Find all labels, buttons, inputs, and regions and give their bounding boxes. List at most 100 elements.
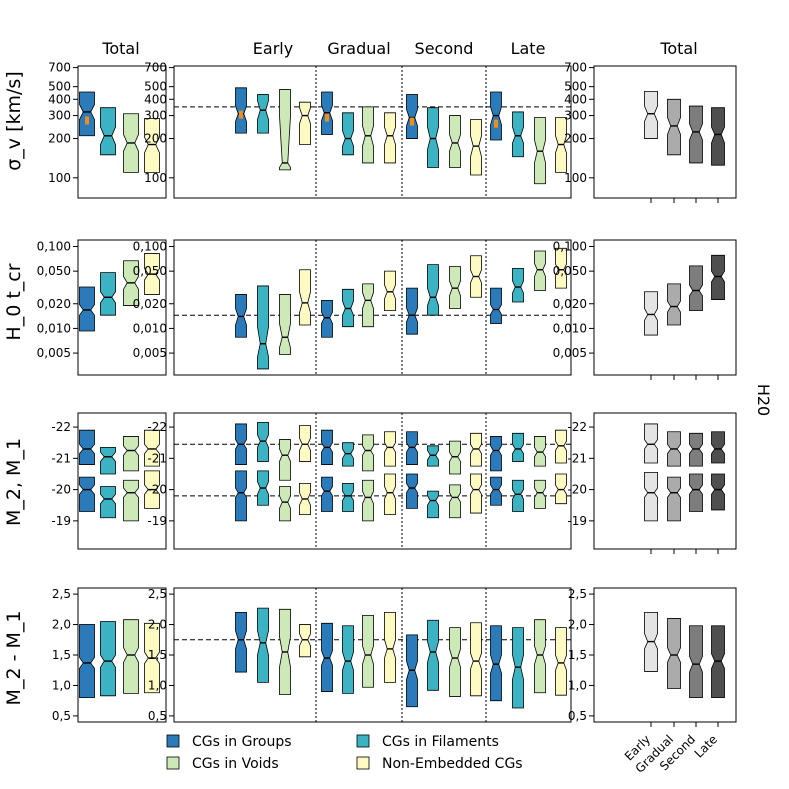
right-xticks: Early Gradual Second Late (622, 732, 720, 775)
phase3-box-3-m2 (449, 484, 461, 519)
ytick-label: -22 (147, 420, 167, 434)
ytick-label: 0,010 (553, 321, 587, 335)
side-label: H20 (754, 384, 773, 416)
ytick-label: 700 (564, 61, 587, 75)
panel-row3-right: -22 -21 -20 -19 (567, 412, 737, 554)
panel-frame (173, 587, 572, 723)
phase2-box-2-m1 (342, 442, 354, 467)
ytick-label: 500 (48, 80, 71, 94)
phase-total-box-4-m1 (711, 431, 725, 464)
row-3-panels: -22 -21 -20 -19 -22 -21 -20 -19 -22 -21 -20 -19 (51, 412, 737, 554)
phase3-box-2-m1 (427, 445, 439, 467)
phase1-box-3 (279, 294, 291, 355)
phase1-box-4 (299, 624, 311, 658)
ytick-label: 0,005 (553, 346, 587, 360)
ytick-label: -22 (567, 420, 587, 434)
total-box-3 (123, 619, 139, 694)
phase1-box-2 (257, 285, 269, 370)
phase2-box-2-m2 (342, 482, 354, 512)
ytick-label: 500 (564, 80, 587, 94)
phase-total-box-3-m2 (689, 473, 703, 512)
phase-total-box-3-m1 (689, 432, 703, 467)
ytick-label: 1,0 (148, 678, 167, 692)
ytick-label: 2,0 (52, 618, 71, 632)
legend: CGs in Groups CGs in Filaments CGs in Vo… (166, 734, 523, 772)
phase3-box-1 (406, 287, 418, 335)
panel-row2-left: 0,005 0,010 0,020 0,050 0,100 (37, 239, 167, 376)
legend-label-nonembedded: Non-Embedded CGs (382, 756, 523, 772)
phase3-box-2-m2 (427, 490, 439, 519)
row-4-panels: 0,5 1,0 1,5 2,0 2,5 0,5 1,0 1,5 2,0 2,5 0,5 1,0 1,5 2… (52, 587, 737, 727)
ytick-label: 0,5 (568, 709, 587, 723)
ytick-label: 0,100 (133, 239, 167, 253)
legend-swatch-groups (166, 734, 180, 748)
phase2-box-4 (384, 611, 396, 683)
ytick-label: 1,5 (148, 648, 167, 662)
phase-total-box-2 (667, 618, 681, 689)
phase4-box-2-m2 (512, 479, 524, 512)
total-box-4 (144, 118, 160, 173)
phase-total-box-2 (667, 98, 681, 156)
ytick-label: -19 (147, 514, 167, 528)
panels-layer: 1002003004005007001002003004005007001002… (37, 61, 737, 727)
ytick-label: -20 (147, 483, 167, 497)
phase3-box-1-mean-marker (410, 117, 414, 126)
phase-total-box-3 (689, 105, 703, 164)
legend-label-voids: CGs in Voids (192, 756, 279, 772)
phase1-box-4-m1 (299, 425, 311, 462)
phase4-box-2 (512, 268, 524, 303)
phase2-box-3 (362, 106, 374, 164)
phase2-box-2 (342, 112, 354, 156)
phase1-box-1-m2 (235, 470, 247, 522)
total-box-3-m1 (123, 436, 139, 472)
column-title-gradual: Gradual (327, 39, 390, 58)
phase-total-box-3 (689, 265, 703, 311)
phase2-box-4 (384, 112, 396, 164)
phase1-box-3-m1 (279, 439, 291, 481)
phase3-box-1 (406, 94, 418, 139)
panel-frame (173, 239, 572, 376)
legend-swatch-nonembedded (356, 756, 370, 770)
ytick-label: 1,5 (52, 648, 71, 662)
phase4-box-4-m2 (555, 473, 567, 505)
phase-total-box-2-m2 (667, 476, 681, 522)
total-box-2-m2 (100, 486, 116, 519)
phase4-box-4 (555, 247, 567, 289)
ytick-label: 2,5 (568, 587, 587, 601)
ytick-label: 0,010 (133, 321, 167, 335)
ytick-label: 300 (564, 109, 587, 123)
ytick-label: -19 (51, 514, 71, 528)
phase-total-box-4-m2 (711, 473, 725, 511)
ytick-label: 2,5 (52, 587, 71, 601)
phase-total-box-3 (689, 625, 703, 699)
column-title-total-left: Total (101, 39, 139, 58)
ytick-label: 0,010 (37, 321, 71, 335)
ytick-label: -20 (567, 483, 587, 497)
ytick-label: -22 (51, 420, 71, 434)
phase3-box-3-m1 (449, 440, 461, 475)
ytick-label: 2,0 (568, 618, 587, 632)
ytick-label: -21 (567, 451, 587, 465)
panel-row4-right: 0,5 1,0 1,5 2,0 2,5 (568, 587, 737, 727)
ytick-label: 400 (144, 92, 167, 106)
panel-row3-mid: -22 -21 -20 -19 (147, 412, 572, 550)
phase3-box-4 (470, 622, 482, 697)
ytick-label: 1,0 (568, 678, 587, 692)
ytick-label: 400 (564, 92, 587, 106)
phase2-box-4-m1 (384, 431, 396, 467)
phase3-box-3 (449, 115, 461, 168)
total-box-2 (100, 621, 116, 697)
panel-frame (173, 412, 572, 550)
ytick-label: 0,020 (553, 297, 587, 311)
phase2-box-3 (362, 615, 374, 688)
phase2-box-4-m2 (384, 473, 396, 516)
panel-frame (173, 65, 572, 199)
phase2-box-1-m2 (321, 476, 333, 512)
ytick-label: 0,050 (133, 264, 167, 278)
row-label-velocity-dispersion: σ_v [km/s] (3, 71, 25, 170)
panel-row4-left: 0,5 1,0 1,5 2,0 2,5 (52, 587, 167, 723)
ytick-label: -21 (147, 451, 167, 465)
ytick-label: 300 (48, 109, 71, 123)
total-box-1 (79, 286, 95, 332)
total-box-1-m1 (79, 429, 95, 465)
